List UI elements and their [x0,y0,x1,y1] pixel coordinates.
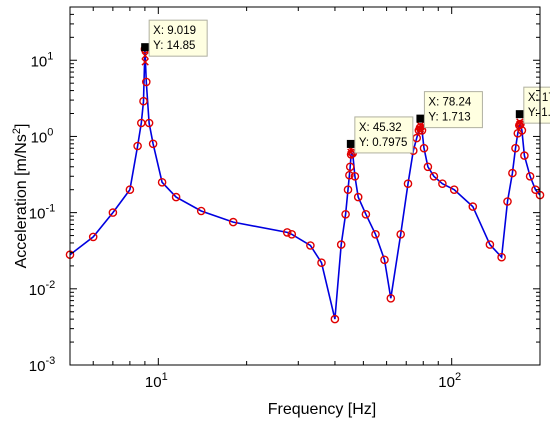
axis-layer: 101 102 10-3 10-2 10-1 100 101 [29,6,541,391]
datatip-box [354,116,414,154]
data-point [350,171,360,181]
data-point [345,170,354,180]
datatip-x-text: X: 78.24 [428,97,471,109]
y-tick-label: 101 [31,50,54,70]
datatip-box [523,86,550,124]
data-point [144,118,154,128]
data-point [317,258,326,268]
y-tick-label: 10-1 [29,203,55,223]
data-point [108,208,118,217]
cross-marker [516,120,524,128]
x-tick-label: 102 [438,371,461,391]
plot-background [70,7,540,365]
cross-marker [516,118,524,126]
cross-marker [141,51,149,60]
data-point [157,177,167,187]
peak-marker [141,43,150,52]
data-point [345,162,355,172]
data-point [228,217,238,227]
data-point [133,141,142,151]
datatip-box [148,19,208,57]
data-point [438,179,447,188]
datatip: X: 9.019 Y: 14.85 [148,19,208,57]
peak-marker [515,110,524,119]
data-point [403,179,413,188]
cross-marker [347,148,355,156]
data-point [282,228,292,237]
data-point [485,240,495,249]
datatip-box [423,91,483,129]
data-point [148,139,158,149]
datatip-x-text: X: 45.32 [359,122,402,134]
y-axis-label: Acceleration [m/Ns2] [11,124,30,269]
y-axis-label-sup: 2 [11,128,23,134]
y-axis-label-end: ] [13,124,30,128]
datatip-y-text: Y: 1.713 [428,112,470,124]
y-tick-label: 100 [31,126,54,146]
data-point [503,197,512,206]
axes-frame [69,6,541,366]
peak-marker [346,139,355,148]
data-point [306,241,315,250]
datatip-layer: X: 9.019 Y: 14.85 X: 45.32 Y: 0.7975 X: 78.2… [148,19,550,154]
data-point [468,202,478,211]
data-point [371,229,380,239]
data-point [196,206,206,216]
data-point [419,143,429,153]
data-point [139,96,148,106]
data-point [346,150,356,159]
datatip-y-text: Y: 14.85 [153,40,195,52]
data-point [520,151,529,160]
data-point [171,192,181,202]
datatip-y-text: Y: 0.7975 [359,137,408,149]
cross-marker [416,121,425,130]
datatip: X: 45.32 Y: 0.7975 [354,116,414,154]
data-point [353,192,363,202]
datatip-x-text: X: 170.7 [528,92,550,104]
x-tick-label: 101 [145,371,168,391]
data-point [423,162,433,172]
plot-area [70,7,540,365]
data-point [141,77,151,87]
cross-marker [141,58,149,66]
peak-marker [416,114,425,123]
data-point [336,240,346,249]
datatip: X: 78.24 Y: 1.713 [423,91,483,129]
data-point [386,293,396,303]
data-point [497,252,506,262]
data-point [429,171,439,181]
x-axis-label: Frequency [Hz] [268,401,376,418]
datatip-x-text: X: 9.019 [153,25,196,37]
data-point [508,168,517,178]
data-point [125,185,135,194]
datatip: X: 170.7Y: 1.961 [523,86,550,124]
data-point [361,209,371,219]
data-point [330,314,340,324]
y-tick-label: 10-3 [29,355,55,375]
data-point [343,185,353,194]
marker-layer [65,43,545,324]
data-point [341,209,350,219]
data-point [449,185,459,194]
data-point [380,255,389,265]
data-point [396,229,406,239]
data-point [511,143,520,153]
data-point [525,171,535,181]
y-axis-label-main: Acceleration [m/Ns [13,134,30,268]
y-tick-label: 10-2 [29,279,55,299]
data-point [88,232,98,242]
data-point [287,229,297,239]
